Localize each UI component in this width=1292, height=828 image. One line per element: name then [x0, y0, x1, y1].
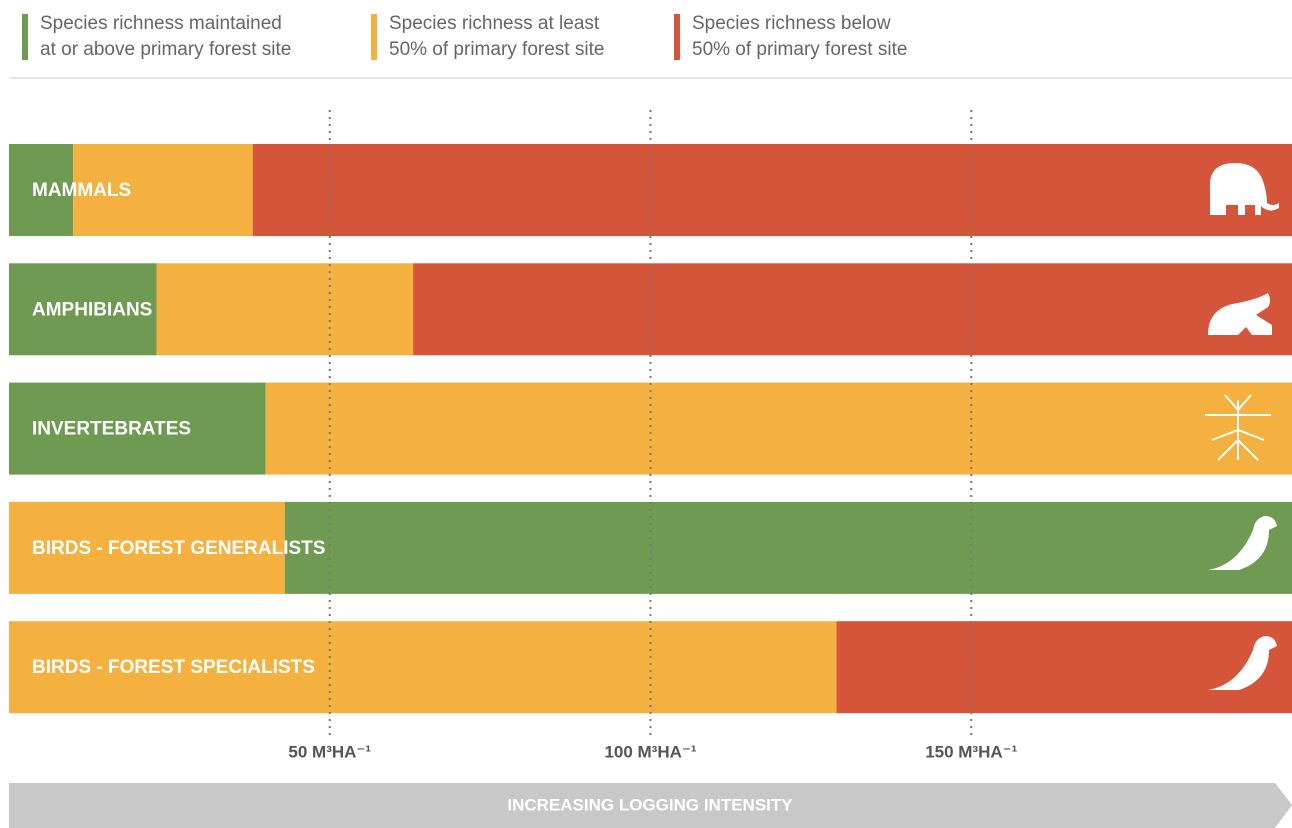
- bar-segment: [9, 263, 157, 356]
- bar-label: AMPHIBIANS: [32, 299, 152, 320]
- bar-segment: [156, 263, 414, 356]
- frog-icon: [1208, 293, 1272, 335]
- x-tick-label: 100 M³HA⁻¹: [604, 742, 696, 761]
- legend-label: Species richness below: [692, 13, 891, 34]
- bar-segment: [265, 382, 1292, 475]
- legend-label: Species richness at least: [389, 13, 600, 34]
- bar-label: BIRDS - FOREST SPECIALISTS: [32, 657, 315, 678]
- bars: [9, 144, 1292, 714]
- labels: MAMMALS AMPHIBIANS INVERTEBRATES BIRDS - FO…: [32, 180, 325, 678]
- x-axis-label: INCREASING LOGGING INTENSITY: [507, 795, 793, 814]
- mosquito-icon: [1205, 394, 1271, 461]
- bar-segment: [413, 263, 1292, 356]
- bar-segment: [9, 144, 74, 236]
- icons: [1205, 163, 1279, 702]
- legend-label: 50% of primary forest site: [692, 39, 907, 60]
- bar-label: INVERTEBRATES: [32, 419, 191, 440]
- bar-segment: [284, 501, 1292, 594]
- legend-swatch: [371, 14, 377, 60]
- bar-label: BIRDS - FOREST GENERALISTS: [32, 538, 325, 559]
- elephant-icon: [1210, 163, 1279, 215]
- bar-segment: [73, 144, 253, 236]
- bird-icon: [1208, 636, 1277, 702]
- legend-label: at or above primary forest site: [40, 39, 291, 60]
- bar-segment: [836, 621, 1292, 714]
- legend-label: 50% of primary forest site: [389, 39, 604, 60]
- bar-segment: [9, 382, 266, 475]
- x-tick-label: 50 M³HA⁻¹: [288, 742, 371, 761]
- legend-label: Species richness maintained: [40, 13, 282, 34]
- bar-segment: [252, 144, 1292, 236]
- bar-segment: [9, 501, 285, 594]
- bird-icon: [1208, 516, 1277, 582]
- legend-swatch: [22, 14, 28, 60]
- legend-swatch: [674, 14, 680, 60]
- bar-label: MAMMALS: [32, 180, 131, 201]
- bar-segment: [9, 621, 837, 714]
- x-tick-label: 150 M³HA⁻¹: [925, 742, 1017, 761]
- intensity-arrow: [9, 783, 1292, 828]
